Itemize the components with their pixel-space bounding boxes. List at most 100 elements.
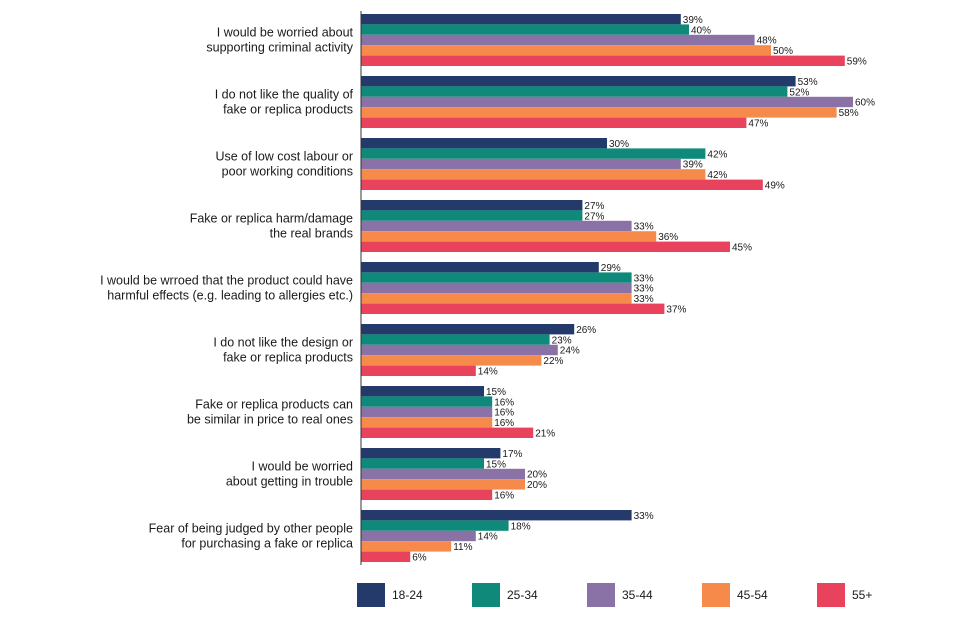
category-label-line: about getting in trouble	[226, 475, 353, 489]
bar-18-24-9	[361, 510, 632, 521]
bar-35-44-5	[361, 282, 632, 294]
value-label: 16%	[494, 491, 514, 502]
bar-18-24-3	[361, 138, 607, 149]
bar-35-44-8	[361, 468, 525, 480]
category-label-line: be similar in price to real ones	[187, 413, 353, 427]
bar-45-54-1	[361, 45, 771, 56]
category-label-line: Fake or replica products can	[195, 398, 353, 412]
bar-55+-2	[361, 117, 747, 128]
value-label: 18%	[511, 521, 531, 532]
bar-55+-1	[361, 55, 845, 66]
value-label: 20%	[527, 480, 547, 491]
category-label-1: I would be worried about supporting crimi…	[206, 26, 353, 55]
legend-label-18-24: 18-24	[392, 588, 423, 602]
category-label-2: I do not like the quality of fake or repl…	[215, 88, 354, 117]
category-label-line: I would be wrroed that the product could…	[100, 274, 353, 288]
bar-25-34-1	[361, 24, 689, 35]
value-label: 24%	[560, 346, 580, 357]
bar-45-54-2	[361, 107, 837, 118]
category-label-4: Fake or replica harm/damage the real bran…	[190, 212, 353, 241]
value-label: 15%	[486, 459, 506, 470]
value-label: 37%	[666, 305, 686, 316]
bars	[361, 14, 853, 562]
category-label-line: Fear of being judged by other people	[149, 522, 353, 536]
value-label: 40%	[691, 25, 711, 36]
value-label: 33%	[634, 222, 654, 233]
value-label: 29%	[601, 263, 621, 274]
bar-25-34-7	[361, 396, 493, 407]
bar-55+-7	[361, 427, 534, 438]
value-label: 39%	[683, 15, 703, 26]
bar-25-34-9	[361, 520, 509, 531]
value-label: 21%	[535, 429, 555, 440]
bar-18-24-5	[361, 262, 599, 273]
legend: 18-24 25-34 35-44 45-54 55+	[357, 583, 872, 607]
value-label: 59%	[847, 57, 867, 68]
bar-45-54-9	[361, 541, 452, 552]
bar-55+-8	[361, 489, 493, 500]
value-label: 6%	[412, 553, 427, 564]
category-label-line: I do not like the quality of	[215, 88, 354, 102]
category-label-line: I would be worried about	[217, 26, 354, 40]
value-label: 33%	[634, 294, 654, 305]
category-label-3: Use of low cost labour or poor working co…	[215, 150, 353, 179]
value-label: 30%	[609, 139, 629, 150]
value-label: 27%	[584, 211, 604, 222]
value-label: 42%	[707, 170, 727, 181]
bar-18-24-2	[361, 76, 796, 87]
legend-swatch-55+	[817, 583, 845, 607]
bar-55+-3	[361, 179, 763, 190]
category-label-line: fake or replica products	[223, 103, 353, 117]
bar-18-24-6	[361, 324, 575, 335]
value-label: 60%	[855, 98, 875, 109]
bar-35-44-4	[361, 220, 632, 232]
value-label: 47%	[748, 119, 768, 130]
bar-18-24-4	[361, 200, 583, 211]
legend-swatch-18-24	[357, 583, 385, 607]
category-label-9: Fear of being judged by other people for …	[149, 522, 353, 551]
value-label: 48%	[757, 36, 777, 47]
category-label-line: I would be worried	[252, 460, 353, 474]
value-label: 50%	[773, 46, 793, 57]
value-label: 16%	[494, 408, 514, 419]
bar-45-54-8	[361, 479, 525, 490]
category-label-line: Use of low cost labour or	[215, 150, 353, 164]
bar-55+-9	[361, 551, 411, 562]
value-label: 33%	[634, 284, 654, 295]
bar-25-34-3	[361, 148, 706, 159]
category-label-line: I do not like the design or	[213, 336, 353, 350]
value-label: 49%	[765, 181, 785, 192]
category-label-line: supporting criminal activity	[206, 41, 353, 55]
value-label: 14%	[478, 532, 498, 543]
category-label-line: Fake or replica harm/damage	[190, 212, 353, 226]
bar-35-44-2	[361, 96, 853, 108]
bar-35-44-1	[361, 34, 755, 46]
legend-swatch-25-34	[472, 583, 500, 607]
value-label: 36%	[658, 232, 678, 243]
value-label: 39%	[683, 160, 703, 171]
bar-35-44-3	[361, 158, 681, 170]
value-label: 23%	[552, 335, 572, 346]
bar-45-54-7	[361, 417, 493, 428]
category-label-line: the real brands	[270, 227, 353, 241]
bar-25-34-8	[361, 458, 484, 469]
value-label: 20%	[527, 470, 547, 481]
value-label: 26%	[576, 325, 596, 336]
category-label-line: fake or replica products	[223, 351, 353, 365]
value-label: 17%	[502, 449, 522, 460]
bar-55+-4	[361, 241, 730, 252]
bar-55+-5	[361, 303, 665, 314]
category-label-line: harmful effects (e.g. leading to allergi…	[107, 289, 353, 303]
bar-55+-6	[361, 365, 476, 376]
bar-45-54-6	[361, 355, 542, 366]
category-label-7: Fake or replica products can be similar i…	[187, 398, 353, 427]
value-label: 16%	[494, 418, 514, 429]
value-label: 33%	[634, 511, 654, 522]
legend-label-45-54: 45-54	[737, 588, 768, 602]
bar-25-34-5	[361, 272, 632, 283]
legend-label-55+: 55+	[852, 588, 872, 602]
value-label: 11%	[453, 542, 472, 553]
value-label: 42%	[707, 149, 727, 160]
value-label: 45%	[732, 243, 752, 254]
